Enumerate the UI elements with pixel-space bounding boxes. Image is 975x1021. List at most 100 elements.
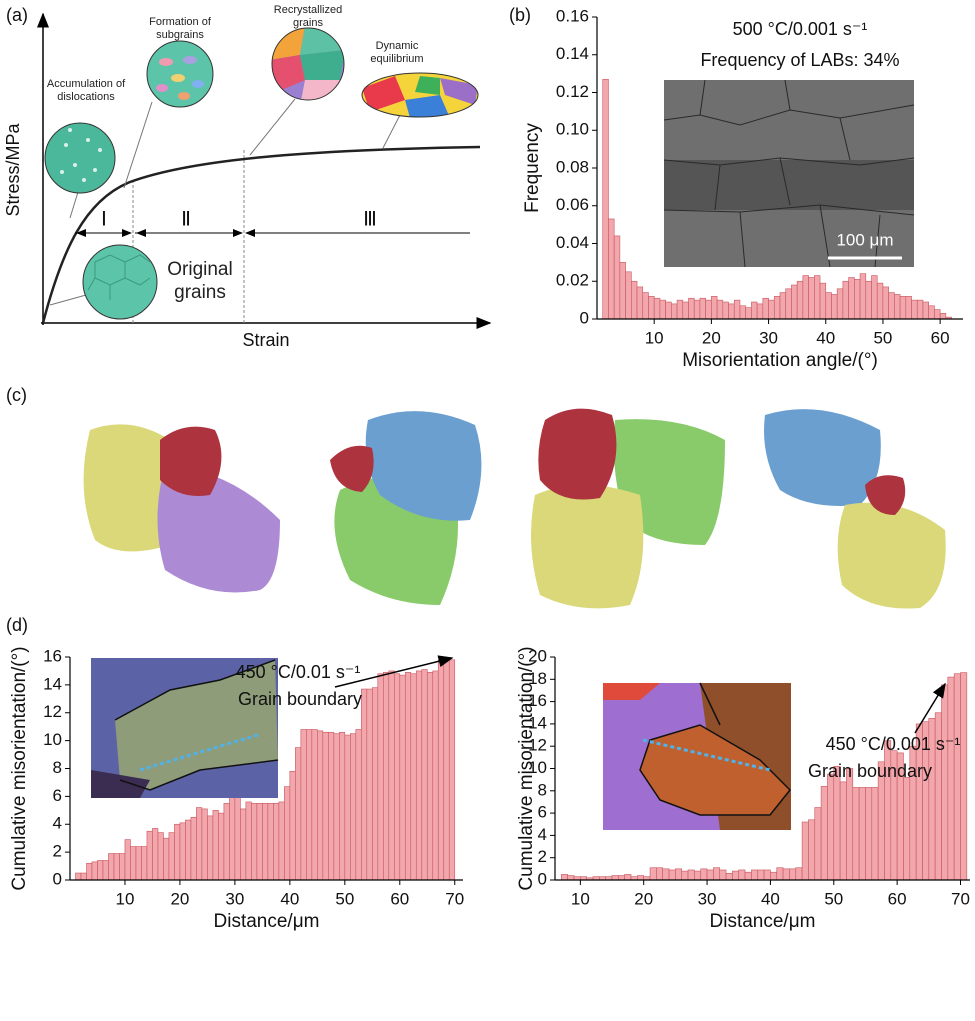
bar bbox=[438, 660, 443, 880]
bar bbox=[626, 272, 632, 319]
bar bbox=[185, 820, 190, 880]
y-tick-label: 0.12 bbox=[556, 82, 589, 101]
bar bbox=[849, 277, 855, 319]
bar bbox=[81, 873, 86, 880]
bar bbox=[853, 787, 859, 880]
bar bbox=[612, 876, 618, 880]
leader bbox=[70, 192, 78, 218]
bar bbox=[433, 671, 438, 880]
bar bbox=[866, 281, 872, 319]
stage-note: Formation of subgrains bbox=[140, 16, 220, 42]
y-tick-label: 0.06 bbox=[556, 195, 589, 214]
y-tick-label: 4 bbox=[538, 825, 547, 844]
bar bbox=[726, 873, 732, 880]
bar bbox=[717, 300, 723, 319]
bar bbox=[279, 802, 284, 880]
bar bbox=[940, 313, 946, 319]
bar bbox=[834, 766, 840, 880]
bar bbox=[229, 794, 234, 880]
bar bbox=[694, 871, 700, 880]
bar bbox=[625, 874, 631, 880]
bar bbox=[218, 813, 223, 880]
bar bbox=[877, 283, 883, 319]
bar bbox=[929, 306, 935, 319]
annotation: Grain boundary bbox=[808, 761, 932, 781]
recrystallized-grains bbox=[270, 26, 350, 106]
x-tick-label: 40 bbox=[761, 889, 780, 908]
y-tick-label: 2 bbox=[538, 847, 547, 866]
bar bbox=[770, 872, 776, 880]
bar bbox=[637, 876, 643, 880]
annotation: 500 °C/0.001 s⁻¹ bbox=[733, 19, 868, 39]
bar bbox=[444, 660, 449, 880]
bar bbox=[894, 294, 900, 319]
y-tick-label: 2 bbox=[53, 842, 62, 861]
bar bbox=[682, 871, 688, 880]
bar bbox=[86, 863, 91, 880]
bar bbox=[295, 748, 300, 880]
bar bbox=[720, 870, 726, 880]
bar bbox=[677, 300, 683, 319]
bar bbox=[769, 300, 775, 319]
x-axis-label: Misorientation angle/(°) bbox=[682, 350, 878, 371]
bar bbox=[663, 869, 669, 880]
bar bbox=[820, 283, 826, 319]
bar bbox=[827, 774, 833, 880]
stage-note: Recrystallized grains bbox=[268, 4, 348, 30]
bar bbox=[711, 296, 717, 319]
y-tick-label: 0 bbox=[580, 308, 589, 327]
bar bbox=[688, 870, 694, 880]
bar bbox=[700, 298, 706, 319]
bar bbox=[202, 809, 207, 880]
x-tick-label: 20 bbox=[170, 889, 189, 908]
bar bbox=[846, 769, 852, 881]
x-tick-label: 50 bbox=[873, 328, 892, 347]
bar bbox=[669, 870, 675, 880]
axis-label: Stress/MPa bbox=[3, 123, 23, 217]
bar bbox=[707, 870, 713, 880]
y-tick-label: 10 bbox=[43, 730, 62, 749]
bar bbox=[422, 670, 427, 880]
y-tick-label: 0.04 bbox=[556, 233, 589, 252]
bar bbox=[777, 868, 783, 880]
bar bbox=[273, 803, 278, 880]
y-tick-label: 4 bbox=[53, 814, 62, 833]
bar bbox=[860, 274, 866, 319]
bar bbox=[815, 808, 821, 880]
bar bbox=[831, 294, 837, 319]
stage-label: Ⅰ bbox=[101, 208, 107, 230]
bar bbox=[620, 262, 626, 319]
y-tick-label: 6 bbox=[53, 786, 62, 805]
y-axis-label: Frequency bbox=[522, 123, 543, 213]
bar bbox=[350, 734, 355, 880]
bar bbox=[906, 296, 912, 319]
bar bbox=[960, 673, 966, 880]
bar bbox=[191, 817, 196, 880]
bar bbox=[791, 285, 797, 319]
bar bbox=[786, 289, 792, 319]
bar bbox=[757, 304, 763, 319]
leader bbox=[50, 295, 86, 305]
x-tick-label: 10 bbox=[116, 889, 135, 908]
ebsd-inset bbox=[603, 683, 791, 830]
bar bbox=[912, 300, 918, 319]
bar bbox=[843, 281, 849, 319]
bar bbox=[701, 869, 707, 880]
x-tick-label: 20 bbox=[634, 889, 653, 908]
bar bbox=[796, 868, 802, 880]
panel-label: (d) bbox=[6, 615, 28, 635]
bar bbox=[290, 771, 295, 880]
bar bbox=[394, 674, 399, 880]
bar bbox=[648, 296, 654, 319]
bar bbox=[826, 293, 832, 319]
bar bbox=[734, 300, 740, 319]
bar bbox=[97, 860, 102, 880]
bar bbox=[774, 296, 780, 319]
bar bbox=[240, 809, 245, 880]
bar bbox=[758, 870, 764, 880]
x-tick-label: 60 bbox=[888, 889, 907, 908]
x-tick-label: 30 bbox=[698, 889, 717, 908]
bar bbox=[130, 847, 135, 880]
bar bbox=[746, 308, 752, 319]
y-tick-label: 0.14 bbox=[556, 44, 589, 63]
